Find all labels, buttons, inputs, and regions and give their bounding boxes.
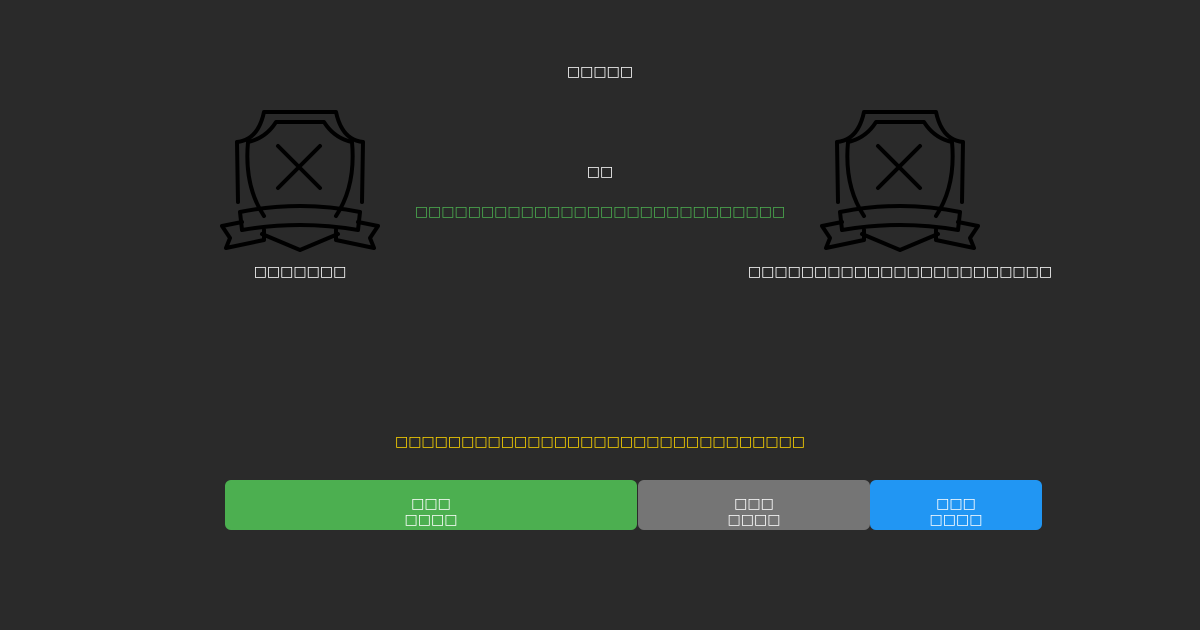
page-title: □□□□□ bbox=[566, 64, 634, 80]
button-line1: □□□ bbox=[734, 496, 774, 512]
shield-x-icon bbox=[220, 110, 380, 252]
center-heading: □□ bbox=[586, 164, 614, 180]
right-badge-label: □□□□□□□□□□□□□□□□□□□□□□□ bbox=[747, 264, 1053, 280]
notice-text: □□□□□□□□□□□□□□□□□□□□□□□□□□□□□□□ bbox=[394, 434, 806, 450]
button-line1: □□□ bbox=[936, 496, 976, 512]
primary-button[interactable]: □□□ □□□□ bbox=[225, 480, 637, 530]
secondary-button[interactable]: □□□ □□□□ bbox=[638, 480, 870, 530]
shield-x-icon bbox=[820, 110, 980, 252]
button-line2: □□□□ bbox=[404, 512, 458, 528]
left-badge-label: □□□□□□□ bbox=[253, 264, 347, 280]
button-line2: □□□□ bbox=[929, 512, 983, 528]
button-line1: □□□ bbox=[411, 496, 451, 512]
info-button[interactable]: □□□ □□□□ bbox=[870, 480, 1042, 530]
button-line2: □□□□ bbox=[727, 512, 781, 528]
status-text: □□□□□□□□□□□□□□□□□□□□□□□□□□□□ bbox=[414, 204, 786, 220]
